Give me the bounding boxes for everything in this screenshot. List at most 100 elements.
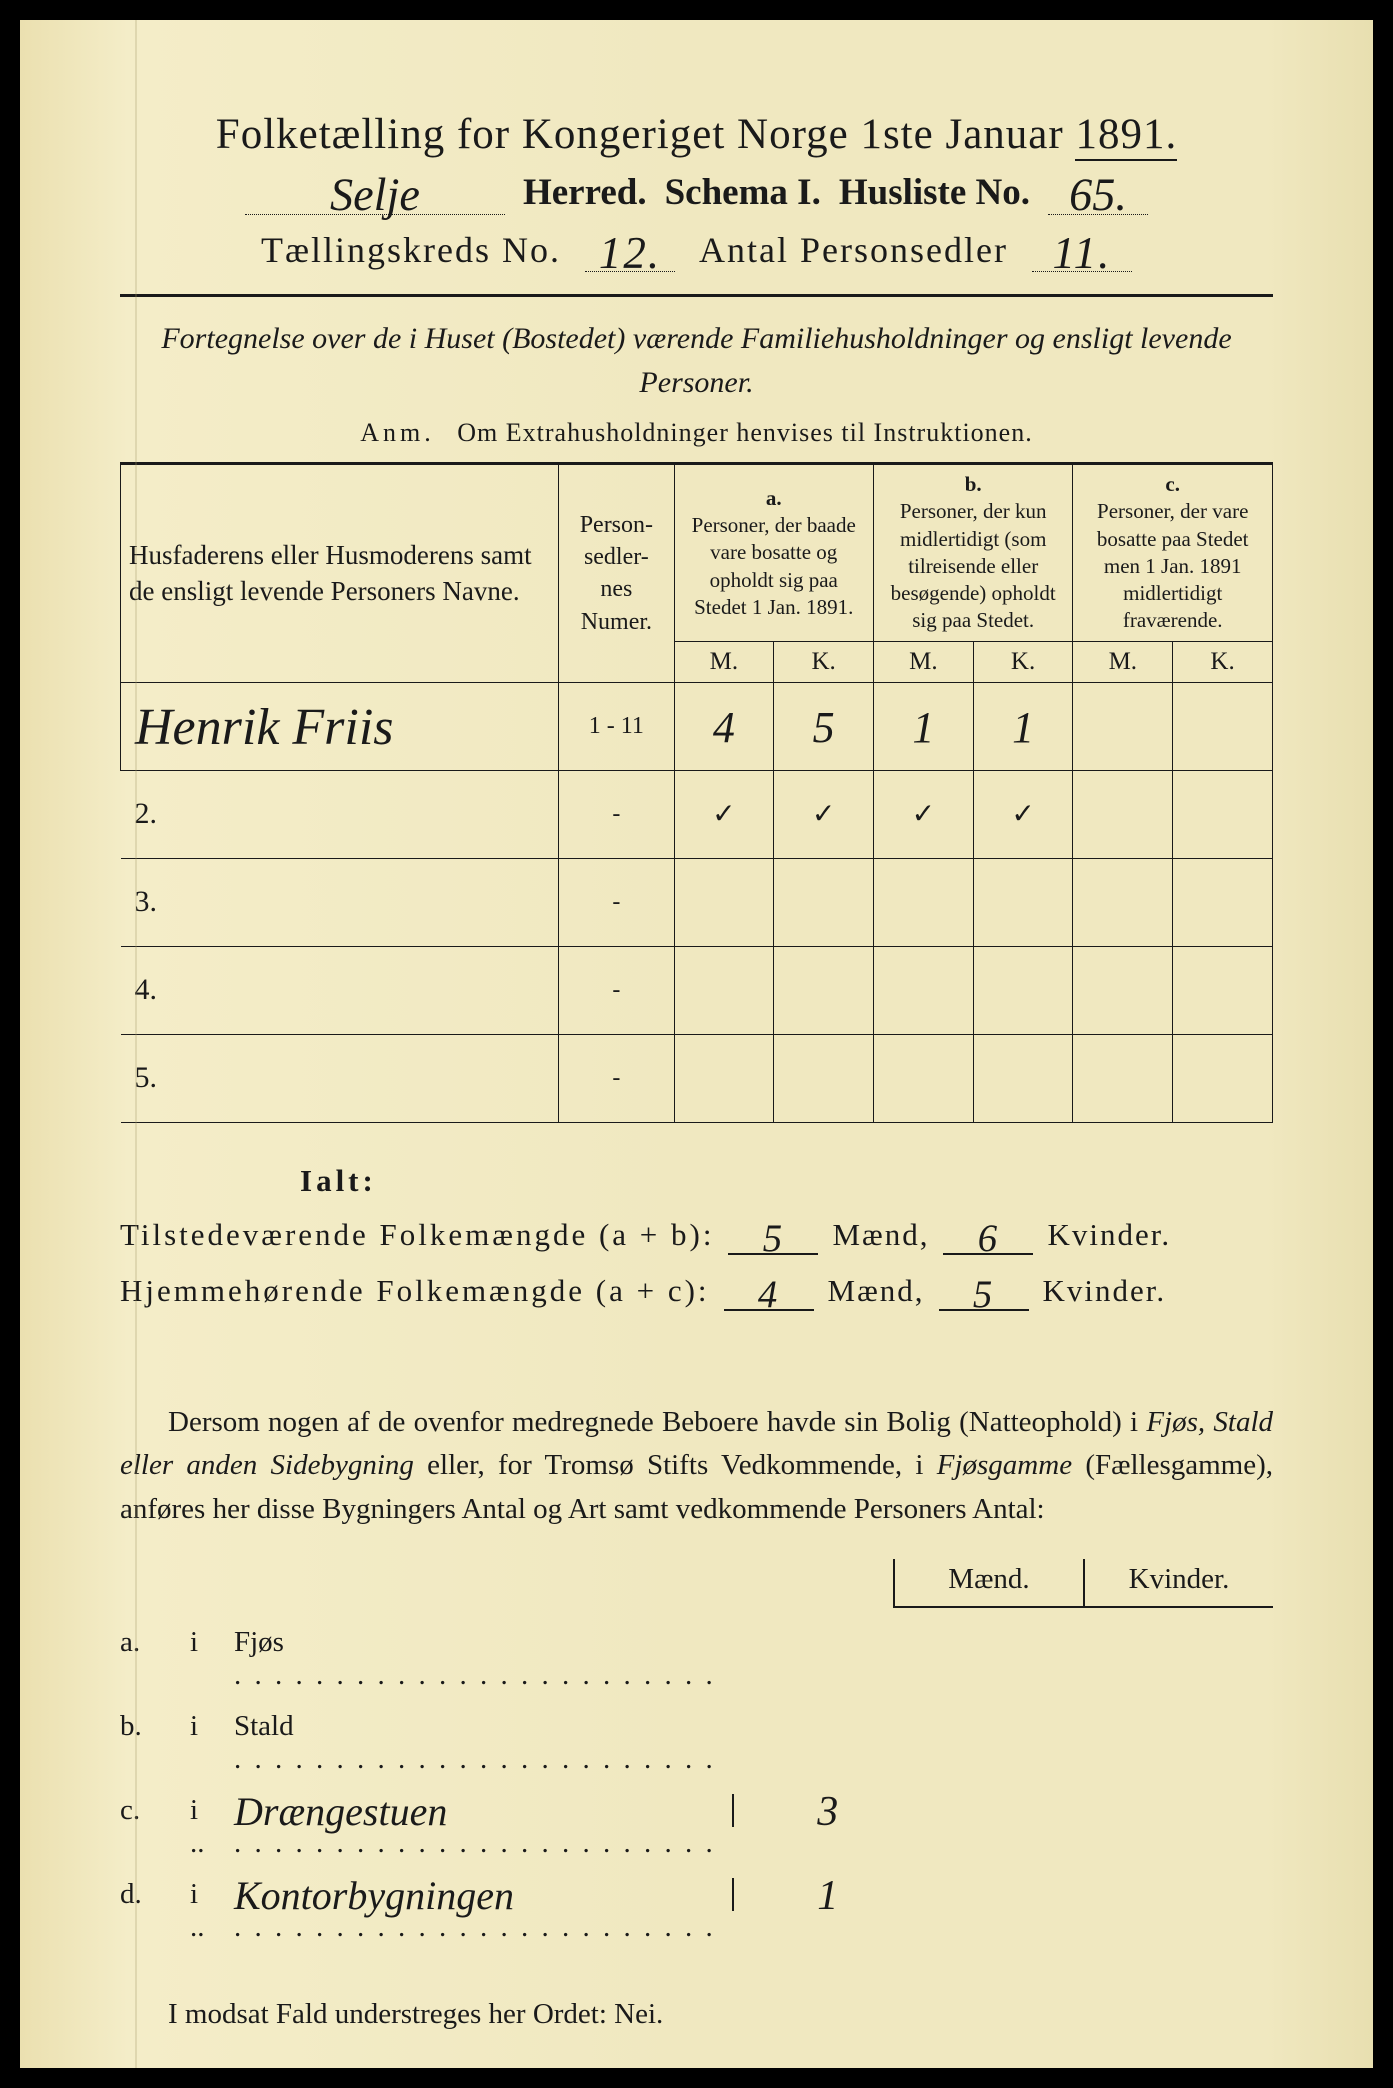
cell-ak — [774, 946, 874, 1034]
kvinder-2: Kvinder. — [1043, 1273, 1167, 1309]
name-cell: 2. — [121, 770, 559, 858]
col-a-text: Personer, der baade vare bosatte og opho… — [692, 513, 856, 619]
cell-am — [674, 1034, 774, 1122]
herred-label: Herred. — [523, 171, 647, 214]
hjemme-label: Hjemmehørende Folkemængde (a + c): — [120, 1273, 710, 1309]
cell-bk — [973, 946, 1073, 1034]
cell-bm — [873, 1034, 973, 1122]
hjemme-k-blank: 5 — [939, 1273, 1029, 1311]
cell-ak — [774, 1034, 874, 1122]
kreds-blank: 12. — [585, 229, 675, 272]
col-b-header: b.Personer, der kun midlertidigt (som ti… — [873, 464, 1072, 642]
col-b-text: Personer, der kun midlertidigt (som tilr… — [891, 499, 1056, 632]
building-i: i — [190, 1710, 218, 1743]
maend-1: Mænd, — [832, 1217, 929, 1253]
cell-am — [674, 858, 774, 946]
tilstede-k: 6 — [978, 1217, 999, 1260]
persons-table: Husfaderens eller Husmoderens samt de en… — [120, 462, 1273, 1123]
col-c-k: K. — [1173, 641, 1273, 682]
col-c-m: M. — [1073, 641, 1173, 682]
col-a-header: a.Personer, der baade vare bosatte og op… — [674, 464, 873, 642]
cell-ck — [1173, 682, 1273, 770]
cell-ck — [1173, 858, 1273, 946]
cell-ck — [1173, 770, 1273, 858]
kvinder-1: Kvinder. — [1047, 1217, 1171, 1253]
divider-1 — [120, 294, 1273, 297]
name-cell: 4. — [121, 946, 559, 1034]
row-number: 4. — [135, 973, 158, 1006]
cell-am: ✓ — [674, 770, 774, 858]
building-name: Kontorbygningen — [234, 1873, 514, 1918]
cell-am — [674, 946, 774, 1034]
row-number: 2. — [135, 797, 158, 830]
buildings-table: Mænd. Kvinder. a.iFjøs . . . . . . . . .… — [120, 1559, 1273, 1944]
cell-ak: 5 — [774, 682, 874, 770]
row-number: 5. — [135, 1061, 158, 1094]
building-paragraph: Dersom nogen af de ovenfor medregnede Be… — [120, 1401, 1273, 1532]
name-cell: Henrik Friis — [121, 682, 559, 770]
col-c-header: c. Personer, der vare bosatte paa Stedet … — [1073, 464, 1273, 642]
cell-bk — [973, 858, 1073, 946]
col-c-text: Personer, der vare bosatte paa Stedet me… — [1097, 499, 1249, 632]
building-i: i .. — [190, 1794, 218, 1860]
cell-bm — [873, 858, 973, 946]
building-row: d.i ..Kontorbygningen . . . . . . . . . … — [120, 1878, 1273, 1944]
antal-value: 11. — [1053, 228, 1112, 278]
person-name: Henrik Friis — [135, 699, 394, 756]
tilstede-label: Tilstedeværende Folkemængde (a + b): — [120, 1217, 714, 1253]
building-lbl: b. — [120, 1710, 174, 1743]
table-row: 5. - — [121, 1034, 1273, 1122]
page-title: Folketælling for Kongeriget Norge 1ste J… — [120, 110, 1273, 159]
cell-bk: 1 — [973, 682, 1073, 770]
num-cell: - — [559, 858, 674, 946]
col-num-header: Person- sedler- nes Numer. — [559, 464, 674, 683]
num-cell: - — [559, 1034, 674, 1122]
table-row: 2.-✓✓✓✓ — [121, 770, 1273, 858]
cell-am: 4 — [674, 682, 774, 770]
row-number: 3. — [135, 885, 158, 918]
tilstede-m: 5 — [763, 1217, 784, 1260]
buildings-maend-header: Mænd. — [893, 1559, 1083, 1608]
title-year: 1891. — [1075, 111, 1177, 161]
totals-row-1: Tilstedeværende Folkemængde (a + b): 5 M… — [120, 1217, 1273, 1255]
building-name-wrap: Drængestuen . . . . . . . . . . . . . . … — [234, 1794, 716, 1860]
buildings-kvinder-header: Kvinder. — [1083, 1559, 1273, 1608]
building-name: Drængestuen — [234, 1789, 447, 1834]
cell-bk — [973, 1034, 1073, 1122]
building-name-wrap: Stald . . . . . . . . . . . . . . . . . … — [234, 1710, 716, 1776]
building-m: 1 — [732, 1878, 922, 1911]
cell-ak — [774, 858, 874, 946]
cell-ck — [1173, 946, 1273, 1034]
cell-bk: ✓ — [973, 770, 1073, 858]
husliste-value: 65. — [1069, 170, 1127, 221]
tilstede-k-blank: 6 — [943, 1217, 1033, 1255]
building-i: i .. — [190, 1878, 218, 1944]
building-m: 3 — [732, 1794, 922, 1827]
antal-label: Antal Personsedler — [699, 229, 1008, 271]
leader-dots: . . . . . . . . . . . . . . . . . . . . … — [234, 1743, 716, 1775]
cell-cm — [1073, 858, 1173, 946]
tilstede-m-blank: 5 — [728, 1217, 818, 1255]
col-a-m: M. — [674, 641, 774, 682]
buildings-head: Mænd. Kvinder. — [120, 1559, 1273, 1608]
census-form-page: Folketælling for Kongeriget Norge 1ste J… — [20, 20, 1373, 2068]
hjemme-k: 5 — [973, 1273, 994, 1316]
table-row: Henrik Friis1 - 114511 — [121, 682, 1273, 770]
name-cell: 3. — [121, 858, 559, 946]
col-a-k: K. — [774, 641, 874, 682]
cell-bm: 1 — [873, 682, 973, 770]
footer-line: I modsat Fald understreges her Ordet: Ne… — [120, 1998, 1273, 2031]
buildings-rows: a.iFjøs . . . . . . . . . . . . . . . . … — [120, 1626, 1273, 1944]
col-b-m: M. — [873, 641, 973, 682]
building-row: b. i Stald . . . . . . . . . . . . . . . .… — [120, 1710, 1273, 1776]
cell-bm: ✓ — [873, 770, 973, 858]
header-row-3: Tællingskreds No. 12. Antal Personsedler… — [120, 229, 1273, 272]
building-lbl: c. — [120, 1794, 174, 1827]
col-c-label: c. — [1165, 472, 1180, 496]
totals-block: Ialt: Tilstedeværende Folkemængde (a + b… — [120, 1163, 1273, 1311]
maend-2: Mænd, — [828, 1273, 925, 1309]
building-row: c. i .. Drængestuen . . . . . . . . . . . … — [120, 1794, 1273, 1860]
cell-cm — [1073, 770, 1173, 858]
antal-blank: 11. — [1032, 229, 1132, 272]
title-text: Folketælling for Kongeriget Norge 1ste J… — [216, 111, 1076, 158]
